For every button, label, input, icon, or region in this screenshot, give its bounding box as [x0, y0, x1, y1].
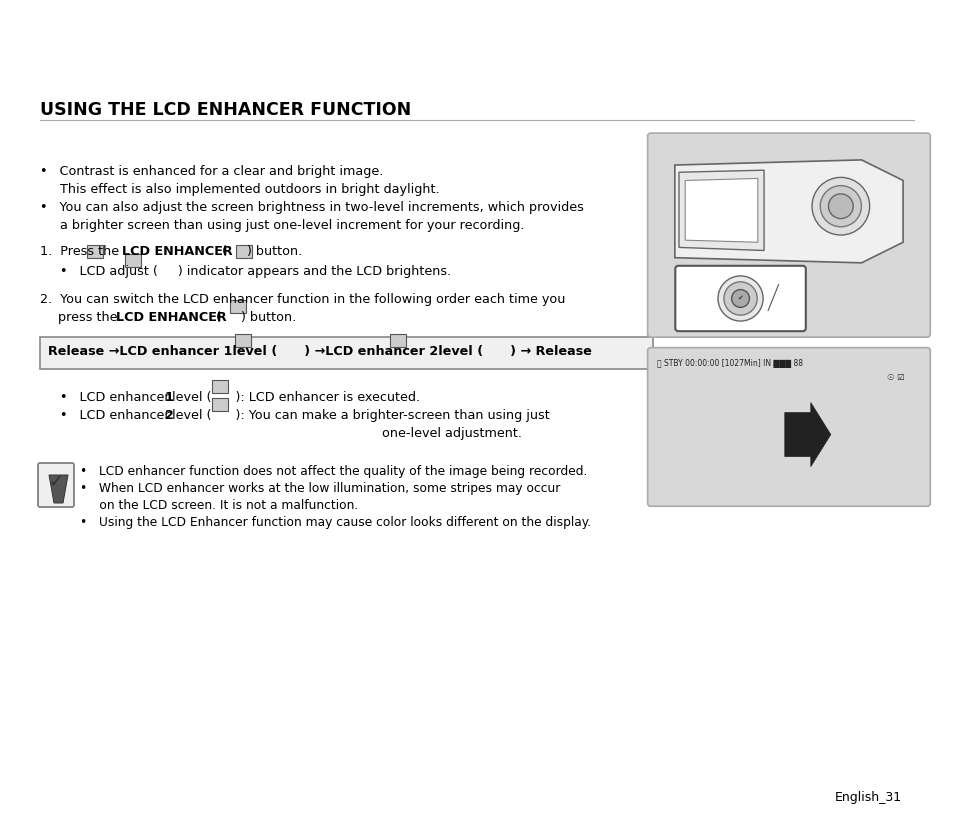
- FancyBboxPatch shape: [390, 334, 406, 347]
- Text: Release →LCD enhancer 1level (      ) →LCD enhancer 2level (      ) → Release: Release →LCD enhancer 1level ( ) →LCD en…: [48, 345, 591, 358]
- Text: •   LCD enhancer: • LCD enhancer: [60, 391, 173, 404]
- Text: LCD ENHANCER: LCD ENHANCER: [122, 245, 233, 258]
- Text: (     ) button.: ( ) button.: [218, 245, 302, 258]
- Circle shape: [811, 177, 869, 235]
- Text: •   Contrast is enhanced for a clear and bright image.: • Contrast is enhanced for a clear and b…: [40, 165, 383, 178]
- Text: •   Using the LCD Enhancer function may cause color looks different on the displ: • Using the LCD Enhancer function may ca…: [80, 516, 591, 529]
- Text: ✔: ✔: [737, 295, 742, 300]
- FancyBboxPatch shape: [647, 347, 929, 507]
- Text: ⎙ STBY 00:00:00 [1027Min] IN ███ 88: ⎙ STBY 00:00:00 [1027Min] IN ███ 88: [656, 359, 801, 368]
- Text: one-level adjustment.: one-level adjustment.: [381, 427, 521, 440]
- Text: press the: press the: [58, 311, 121, 324]
- Text: This effect is also implemented outdoors in bright daylight.: This effect is also implemented outdoors…: [40, 183, 439, 196]
- FancyBboxPatch shape: [234, 334, 251, 347]
- FancyBboxPatch shape: [212, 380, 228, 393]
- FancyBboxPatch shape: [230, 300, 246, 313]
- FancyBboxPatch shape: [212, 398, 228, 411]
- Circle shape: [723, 282, 757, 315]
- Text: USING THE LCD ENHANCER FUNCTION: USING THE LCD ENHANCER FUNCTION: [40, 101, 411, 120]
- Polygon shape: [784, 403, 830, 467]
- Text: English_31: English_31: [834, 791, 901, 804]
- Text: 1.  Press the: 1. Press the: [40, 245, 123, 258]
- FancyBboxPatch shape: [40, 337, 653, 369]
- Text: on the LCD screen. It is not a malfunction.: on the LCD screen. It is not a malfuncti…: [80, 499, 358, 512]
- Text: •   LCD enhancer: • LCD enhancer: [60, 409, 173, 422]
- Text: a brighter screen than using just one-level increment for your recording.: a brighter screen than using just one-le…: [40, 219, 524, 232]
- Text: 1: 1: [165, 391, 173, 404]
- Text: LCD ENHANCER: LCD ENHANCER: [116, 311, 227, 324]
- Polygon shape: [679, 170, 763, 251]
- Text: level (      ): You can make a brighter-screen than using just: level ( ): You can make a brighter-scree…: [172, 409, 549, 422]
- FancyBboxPatch shape: [125, 254, 141, 267]
- Text: •   LCD enhancer function does not affect the quality of the image being recorde: • LCD enhancer function does not affect …: [80, 465, 587, 478]
- Text: 2: 2: [165, 409, 173, 422]
- Polygon shape: [49, 475, 68, 503]
- Text: 2.  You can switch the LCD enhancer function in the following order each time yo: 2. You can switch the LCD enhancer funct…: [40, 293, 565, 306]
- Polygon shape: [674, 160, 902, 263]
- Circle shape: [718, 276, 762, 321]
- Text: •   You can also adjust the screen brightness in two-level increments, which pro: • You can also adjust the screen brightn…: [40, 201, 583, 214]
- Text: (     ) button.: ( ) button.: [212, 311, 296, 324]
- FancyBboxPatch shape: [87, 245, 103, 258]
- Circle shape: [827, 194, 852, 219]
- Text: •   LCD adjust (     ) indicator appears and the LCD brightens.: • LCD adjust ( ) indicator appears and t…: [60, 265, 451, 278]
- Text: level (      ): LCD enhancer is executed.: level ( ): LCD enhancer is executed.: [172, 391, 419, 404]
- FancyBboxPatch shape: [235, 245, 252, 258]
- Circle shape: [820, 186, 861, 227]
- Polygon shape: [684, 178, 757, 243]
- FancyBboxPatch shape: [647, 133, 929, 337]
- Text: ☉ ☑: ☉ ☑: [886, 373, 904, 382]
- FancyBboxPatch shape: [38, 463, 74, 507]
- Text: ✓: ✓: [49, 473, 64, 491]
- FancyBboxPatch shape: [675, 266, 805, 331]
- Circle shape: [731, 290, 749, 308]
- Text: •   When LCD enhancer works at the low illumination, some stripes may occur: • When LCD enhancer works at the low ill…: [80, 482, 559, 495]
